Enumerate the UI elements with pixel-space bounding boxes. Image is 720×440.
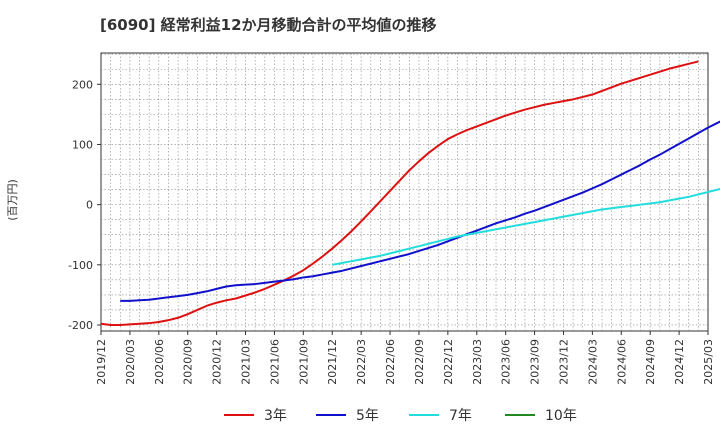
x-tick-label: 2022/06 [384, 339, 397, 385]
series-line-2 [120, 120, 720, 302]
x-tick-label: 2023/03 [471, 339, 484, 385]
x-tick-label: 2023/06 [500, 339, 513, 385]
x-tick-label: 2021/03 [240, 339, 253, 385]
x-tick-label: 2023/12 [557, 339, 570, 385]
y-tick-label: 100 [72, 138, 93, 151]
x-tick-label: 2022/12 [442, 339, 455, 385]
x-tick-label: 2024/12 [673, 339, 686, 385]
x-tick-label: 2021/09 [297, 339, 310, 385]
y-axis-label: (百万円) [6, 179, 19, 221]
x-tick-label: 2019/12 [95, 339, 108, 385]
x-tick-label: 2022/03 [355, 339, 368, 385]
y-tick-label: 0 [86, 199, 93, 212]
x-tick-label: 2020/06 [153, 339, 166, 385]
y-tick-label: -100 [68, 259, 93, 272]
series-line-1 [100, 60, 699, 326]
legend-label-2: 5年 [356, 408, 379, 424]
x-tick-label: 2020/09 [182, 339, 195, 385]
x-tick-label: 2021/12 [326, 339, 339, 385]
x-tick-label: 2021/06 [268, 339, 281, 385]
x-tick-label: 2024/06 [615, 339, 628, 385]
x-tick-label: 2020/12 [211, 339, 224, 385]
plot-area [100, 52, 709, 332]
x-tick-label: 2023/09 [529, 339, 542, 385]
legend-label-4: 10年 [545, 408, 577, 424]
chart-title: [6090] 経常利益12か月移動合計の平均値の推移 [100, 16, 437, 34]
x-tick-label: 2025/03 [702, 339, 715, 385]
y-tick-label: 200 [72, 78, 93, 91]
series-line-3 [332, 187, 720, 266]
x-tick-label: 2024/03 [586, 339, 599, 385]
legend-label-1: 3年 [264, 408, 287, 424]
y-tick-label: -200 [68, 319, 93, 332]
legend-label-3: 7年 [449, 408, 472, 424]
x-tick-label: 2022/09 [413, 339, 426, 385]
x-tick-label: 2024/09 [644, 339, 657, 385]
x-tick-label: 2020/03 [124, 339, 137, 385]
